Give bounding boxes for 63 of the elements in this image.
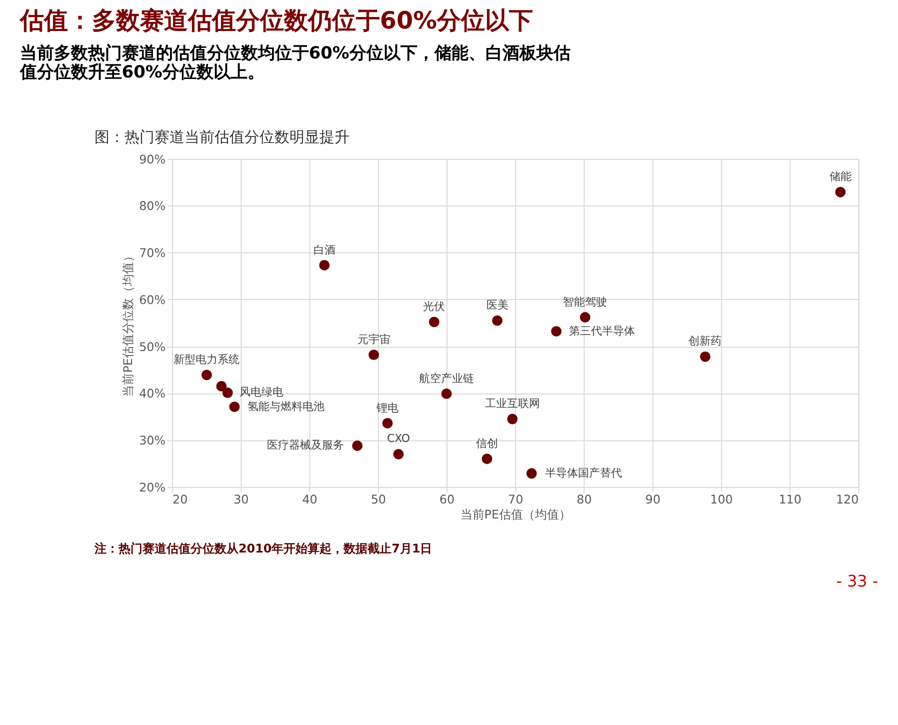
point bbox=[551, 326, 562, 337]
y-tick-label: 40% bbox=[139, 386, 166, 401]
annotation: 工业互联网 bbox=[484, 397, 540, 410]
x-tick-label: 70 bbox=[508, 492, 524, 506]
annotation: 医疗器械及服务 bbox=[267, 438, 344, 452]
point bbox=[222, 388, 233, 398]
annotation: 白酒 bbox=[313, 243, 336, 256]
x-tick-label: 110 bbox=[778, 492, 802, 506]
x-tick-label: 100 bbox=[710, 492, 733, 506]
point bbox=[526, 468, 537, 479]
x-tick-label: 60 bbox=[439, 492, 455, 506]
point bbox=[482, 454, 492, 464]
annotation: CXO bbox=[386, 432, 410, 446]
point bbox=[229, 402, 240, 412]
annotation: 医美 bbox=[486, 298, 508, 312]
point bbox=[368, 350, 379, 360]
text: - 33 - bbox=[836, 571, 878, 590]
x-tick-label: 90 bbox=[645, 492, 660, 506]
annotation: 氢能与燃料电池 bbox=[248, 400, 325, 413]
y-tick-label: 70% bbox=[139, 246, 166, 260]
text: 图：热门赛道当前估值分位数明显提升 bbox=[94, 128, 350, 146]
x-tick-label: 40 bbox=[302, 492, 318, 506]
point bbox=[319, 260, 330, 270]
point bbox=[580, 312, 590, 322]
point bbox=[201, 370, 212, 380]
x-tick-label: 20 bbox=[172, 492, 188, 506]
y-tick-label: 50% bbox=[139, 340, 166, 354]
y-tick-label: 20% bbox=[139, 480, 166, 494]
y-axis-title: 当前PE估值分位数（均值） bbox=[121, 250, 136, 397]
chart-title: 估值：多数赛道估值分位数仍位于60%分位以下 bbox=[18, 6, 533, 35]
y-tick-label: 30% bbox=[139, 434, 166, 448]
point bbox=[216, 380, 227, 392]
annotation: 智能驾驶 bbox=[563, 295, 608, 308]
y-tick-label: 90% bbox=[139, 152, 166, 166]
annotation: 新型电力系统 bbox=[174, 353, 240, 366]
annotation: 创新药 bbox=[688, 334, 722, 348]
x-tick-label: 30 bbox=[234, 492, 249, 506]
point bbox=[393, 448, 404, 460]
point bbox=[441, 388, 452, 399]
point bbox=[700, 351, 710, 362]
point bbox=[835, 186, 846, 198]
annotation: 元宇宙 bbox=[357, 332, 390, 346]
point bbox=[428, 316, 440, 328]
annotation: 光伏 bbox=[423, 300, 446, 314]
point bbox=[492, 315, 503, 326]
point bbox=[352, 440, 363, 451]
annotation: 储能 bbox=[829, 170, 852, 184]
annotation: 半导体国产替代 bbox=[544, 466, 622, 480]
annotation: 航空产业链 bbox=[419, 372, 474, 385]
x-axis-title: 当前PE估值（均值） bbox=[460, 507, 571, 522]
x-tick-label: 80 bbox=[576, 492, 592, 506]
y-tick-label: 60% bbox=[139, 292, 166, 307]
x-tick-label: 50 bbox=[370, 492, 386, 506]
annotation: 信创 bbox=[476, 436, 498, 450]
annotation: 风电绿电 bbox=[239, 386, 284, 399]
x-tick-label: 120 bbox=[836, 492, 859, 506]
point bbox=[382, 418, 393, 428]
y-tick-label: 80% bbox=[139, 199, 166, 214]
point bbox=[507, 414, 518, 424]
text: 注：热门赛道估值分位数从2010年开始算起，数据截止7月1日 bbox=[93, 542, 432, 556]
chart-subtitle: 当前多数热门赛道的估值分位数均位于60%分位以下，储能、白酒板块估值分位数升至60%分位数以上。 bbox=[18, 42, 570, 82]
annotation: 第三代半导体 bbox=[569, 324, 636, 338]
annotation: 锂电 bbox=[376, 401, 398, 414]
